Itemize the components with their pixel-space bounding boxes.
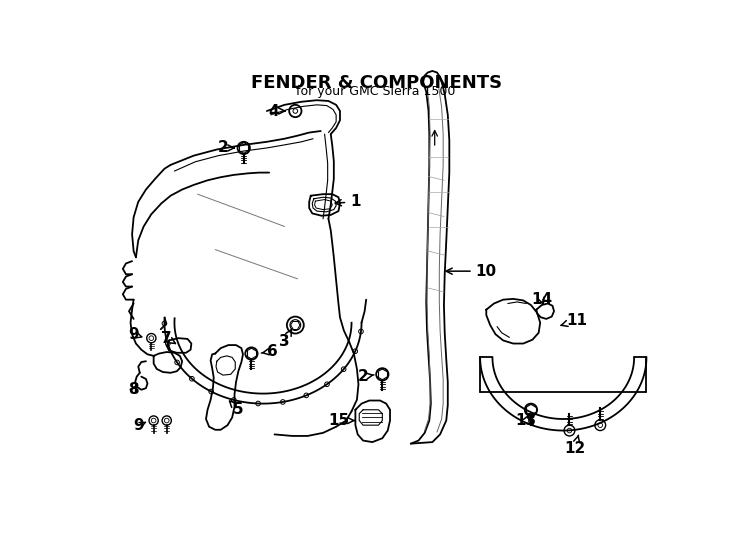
Text: 3: 3 <box>279 329 291 349</box>
Circle shape <box>238 142 250 154</box>
Circle shape <box>289 105 302 117</box>
Text: 12: 12 <box>564 435 586 456</box>
Text: 13: 13 <box>516 413 537 428</box>
Text: 1: 1 <box>335 194 360 210</box>
Text: 6: 6 <box>261 344 277 359</box>
Text: 2: 2 <box>357 369 374 384</box>
Text: 11: 11 <box>561 313 588 328</box>
Circle shape <box>149 416 159 425</box>
Circle shape <box>245 347 258 360</box>
Circle shape <box>287 316 304 334</box>
Circle shape <box>595 420 606 430</box>
Text: 10: 10 <box>446 264 497 279</box>
Text: FENDER & COMPONENTS: FENDER & COMPONENTS <box>250 74 502 92</box>
Text: 5: 5 <box>230 401 244 417</box>
Circle shape <box>564 425 575 436</box>
Text: 9: 9 <box>133 417 144 433</box>
Text: 9: 9 <box>128 327 139 342</box>
Circle shape <box>376 368 388 381</box>
Text: for your GMC Sierra 1500: for your GMC Sierra 1500 <box>297 85 456 98</box>
Text: 4: 4 <box>269 104 285 118</box>
Text: 14: 14 <box>531 292 552 307</box>
Text: 15: 15 <box>328 413 355 428</box>
Circle shape <box>162 416 171 425</box>
Circle shape <box>525 403 537 416</box>
Text: 8: 8 <box>128 382 139 397</box>
Text: 2: 2 <box>217 140 234 156</box>
Text: 7: 7 <box>161 330 175 346</box>
Circle shape <box>147 334 156 343</box>
